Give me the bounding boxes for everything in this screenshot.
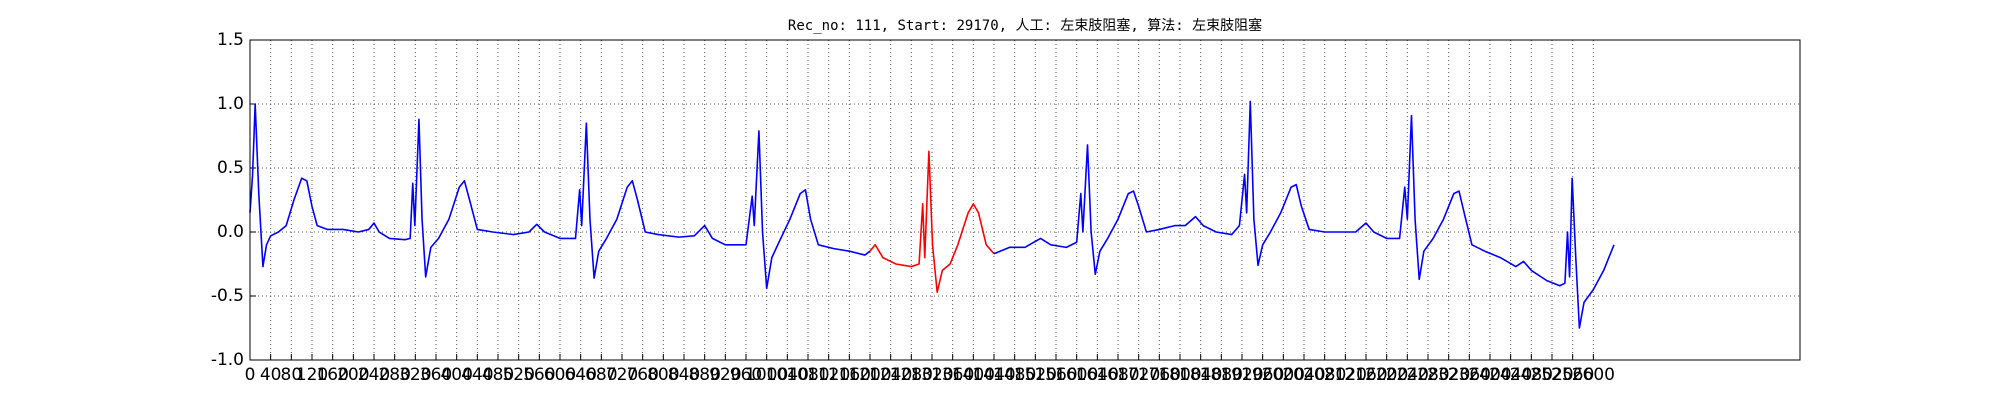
- x-tick-label: 2400: [1468, 365, 1511, 385]
- y-tick-label: 1.0: [217, 94, 244, 114]
- x-tick-label: 1000: [745, 365, 788, 385]
- x-tick-label: 2200: [1365, 365, 1408, 385]
- x-tick-label: 1880: [1200, 365, 1243, 385]
- x-tick-label: 1600: [1055, 365, 1098, 385]
- x-tick-label: 160: [316, 365, 348, 385]
- x-tick-label: 1200: [848, 365, 891, 385]
- x-tick-label: 280: [378, 365, 410, 385]
- x-tick-label: 840: [668, 365, 700, 385]
- x-tick-label: 1760: [1138, 365, 1181, 385]
- x-tick-label: 720: [606, 365, 638, 385]
- x-tick-label: 1120: [807, 365, 850, 385]
- x-tick-label: 1800: [1158, 365, 1201, 385]
- x-tick-label: 2080: [1303, 365, 1346, 385]
- x-tick-label: 680: [585, 365, 617, 385]
- x-tick-label: 2120: [1324, 365, 1367, 385]
- grid: [249, 39, 1800, 361]
- x-tick-label: 1480: [993, 365, 1036, 385]
- x-tick-label: 2600: [1572, 365, 1615, 385]
- x-tick-label: 360: [420, 365, 452, 385]
- x-tick-label: 1080: [786, 365, 829, 385]
- y-tick-label: 1.5: [217, 30, 244, 50]
- ecg-line: [249, 103, 871, 290]
- x-tick-label: 2040: [1282, 365, 1325, 385]
- x-tick-label: 1360: [931, 365, 974, 385]
- x-tick-label: 2000: [1262, 365, 1305, 385]
- x-tick-label: 1960: [1241, 365, 1284, 385]
- x-tick-label: 1560: [1034, 365, 1077, 385]
- x-tick-label: 400: [440, 365, 472, 385]
- x-tick-label: 2280: [1406, 365, 1449, 385]
- x-tick-label: 1720: [1117, 365, 1160, 385]
- x-tick-label: 1440: [972, 365, 1015, 385]
- y-tick-label: 0.0: [217, 222, 244, 242]
- x-tick-label: 2440: [1489, 365, 1532, 385]
- x-tick-label: 1920: [1220, 365, 1263, 385]
- ecg-line: [869, 150, 995, 293]
- x-tick-label: 40: [260, 365, 282, 385]
- x-tick-label: 1160: [828, 365, 871, 385]
- x-tick-label: 200: [337, 365, 369, 385]
- x-tick-label: 1520: [1014, 365, 1057, 385]
- x-tick-label: 440: [461, 365, 493, 385]
- x-tick-label: 320: [399, 365, 431, 385]
- x-tick-label: 1400: [952, 365, 995, 385]
- tick-labels: -1.0 -0.5 0.0 0.5 1.0 1.5 0 40 80120160200240280…: [211, 30, 1615, 385]
- x-tick-label: 2240: [1386, 365, 1429, 385]
- plot-lines: [249, 100, 1615, 329]
- x-tick-label: 1280: [890, 365, 933, 385]
- y-tick-label: -1.0: [211, 350, 244, 370]
- x-tick-label: 1640: [1076, 365, 1119, 385]
- x-tick-label: 960: [730, 365, 762, 385]
- x-tick-label: 800: [647, 365, 679, 385]
- chart-title: Rec_no: 111, Start: 29170, 人工: 左束肢阻塞, 算法…: [788, 17, 1262, 34]
- x-tick-label: 1680: [1096, 365, 1139, 385]
- x-tick-label: 0: [245, 365, 256, 385]
- x-tick-label: 1840: [1179, 365, 1222, 385]
- x-tick-label: 640: [564, 365, 596, 385]
- x-tick-label: 240: [358, 365, 390, 385]
- x-tick-label: 2520: [1530, 365, 1573, 385]
- x-tick-label: 760: [626, 365, 658, 385]
- x-tick-label: 2360: [1448, 365, 1491, 385]
- ecg-line: [993, 100, 1615, 329]
- x-tick-label: 1320: [910, 365, 953, 385]
- y-tick-label: 0.5: [217, 158, 244, 178]
- x-tick-label: 880: [688, 365, 720, 385]
- x-tick-label: 480: [482, 365, 514, 385]
- x-tick-label: 520: [502, 365, 534, 385]
- y-tick-label: -0.5: [211, 286, 244, 306]
- x-tick-label: 2320: [1427, 365, 1470, 385]
- x-tick-label: 2160: [1344, 365, 1387, 385]
- x-tick-label: 1240: [869, 365, 912, 385]
- x-tick-label: 920: [709, 365, 741, 385]
- plot-frame: [249, 39, 1801, 361]
- x-tick-label: 560: [523, 365, 555, 385]
- x-tick-label: 80: [281, 365, 303, 385]
- x-tick-label: 600: [544, 365, 576, 385]
- x-tick-label: 2480: [1510, 365, 1553, 385]
- x-tick-label: 1040: [766, 365, 809, 385]
- x-tick-label: 120: [296, 365, 328, 385]
- x-tick-label: 2560: [1551, 365, 1594, 385]
